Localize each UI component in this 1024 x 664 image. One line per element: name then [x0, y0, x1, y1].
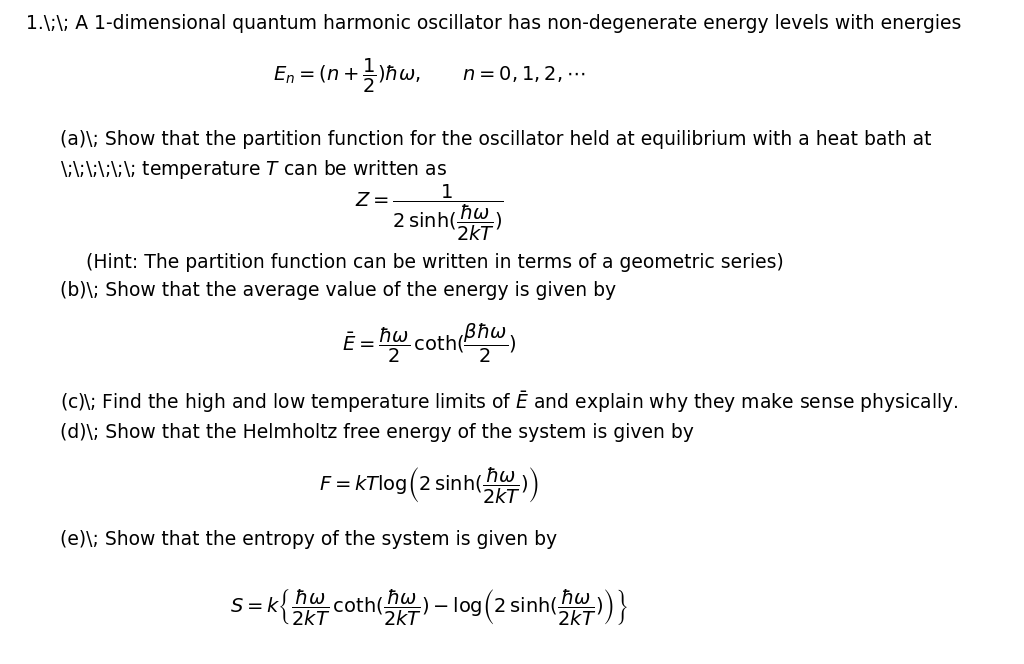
Text: (e)\; Show that the entropy of the system is given by: (e)\; Show that the entropy of the syste…	[60, 530, 557, 548]
Text: (Hint: The partition function can be written in terms of a geometric series): (Hint: The partition function can be wri…	[86, 253, 783, 272]
Text: $Z = \dfrac{1}{2\,\sinh(\dfrac{\hbar\omega}{2kT})}$: $Z = \dfrac{1}{2\,\sinh(\dfrac{\hbar\ome…	[354, 183, 504, 242]
Text: \;\;\;\;\;\; temperature $T$ can be written as: \;\;\;\;\;\; temperature $T$ can be writ…	[60, 158, 447, 181]
Text: $F = kT\log\!\left(2\,\sinh(\dfrac{\hbar\omega}{2kT})\right)$: $F = kT\log\!\left(2\,\sinh(\dfrac{\hbar…	[319, 466, 540, 506]
Text: $S = k\left\{\dfrac{\hbar\omega}{2kT}\,\mathrm{coth}(\dfrac{\hbar\omega}{2kT}) -: $S = k\left\{\dfrac{\hbar\omega}{2kT}\,\…	[230, 588, 629, 627]
Text: (b)\; Show that the average value of the energy is given by: (b)\; Show that the average value of the…	[60, 281, 616, 299]
Text: $E_n = (n + \dfrac{1}{2})\hbar\omega, \qquad n = 0, 1, 2, \cdots$: $E_n = (n + \dfrac{1}{2})\hbar\omega, \q…	[273, 57, 586, 96]
Text: $\bar{E} = \dfrac{\hbar\omega}{2}\,\mathrm{coth}(\dfrac{\beta\hbar\omega}{2})$: $\bar{E} = \dfrac{\hbar\omega}{2}\,\math…	[342, 322, 516, 365]
Text: (a)\; Show that the partition function for the oscillator held at equilibrium wi: (a)\; Show that the partition function f…	[60, 130, 932, 149]
Text: 1.\;\; A 1-dimensional quantum harmonic oscillator has non-degenerate energy lev: 1.\;\; A 1-dimensional quantum harmonic …	[26, 14, 962, 33]
Text: (d)\; Show that the Helmholtz free energy of the system is given by: (d)\; Show that the Helmholtz free energ…	[60, 424, 694, 442]
Text: (c)\; Find the high and low temperature limits of $\bar{E}$ and explain why they: (c)\; Find the high and low temperature …	[60, 389, 958, 414]
